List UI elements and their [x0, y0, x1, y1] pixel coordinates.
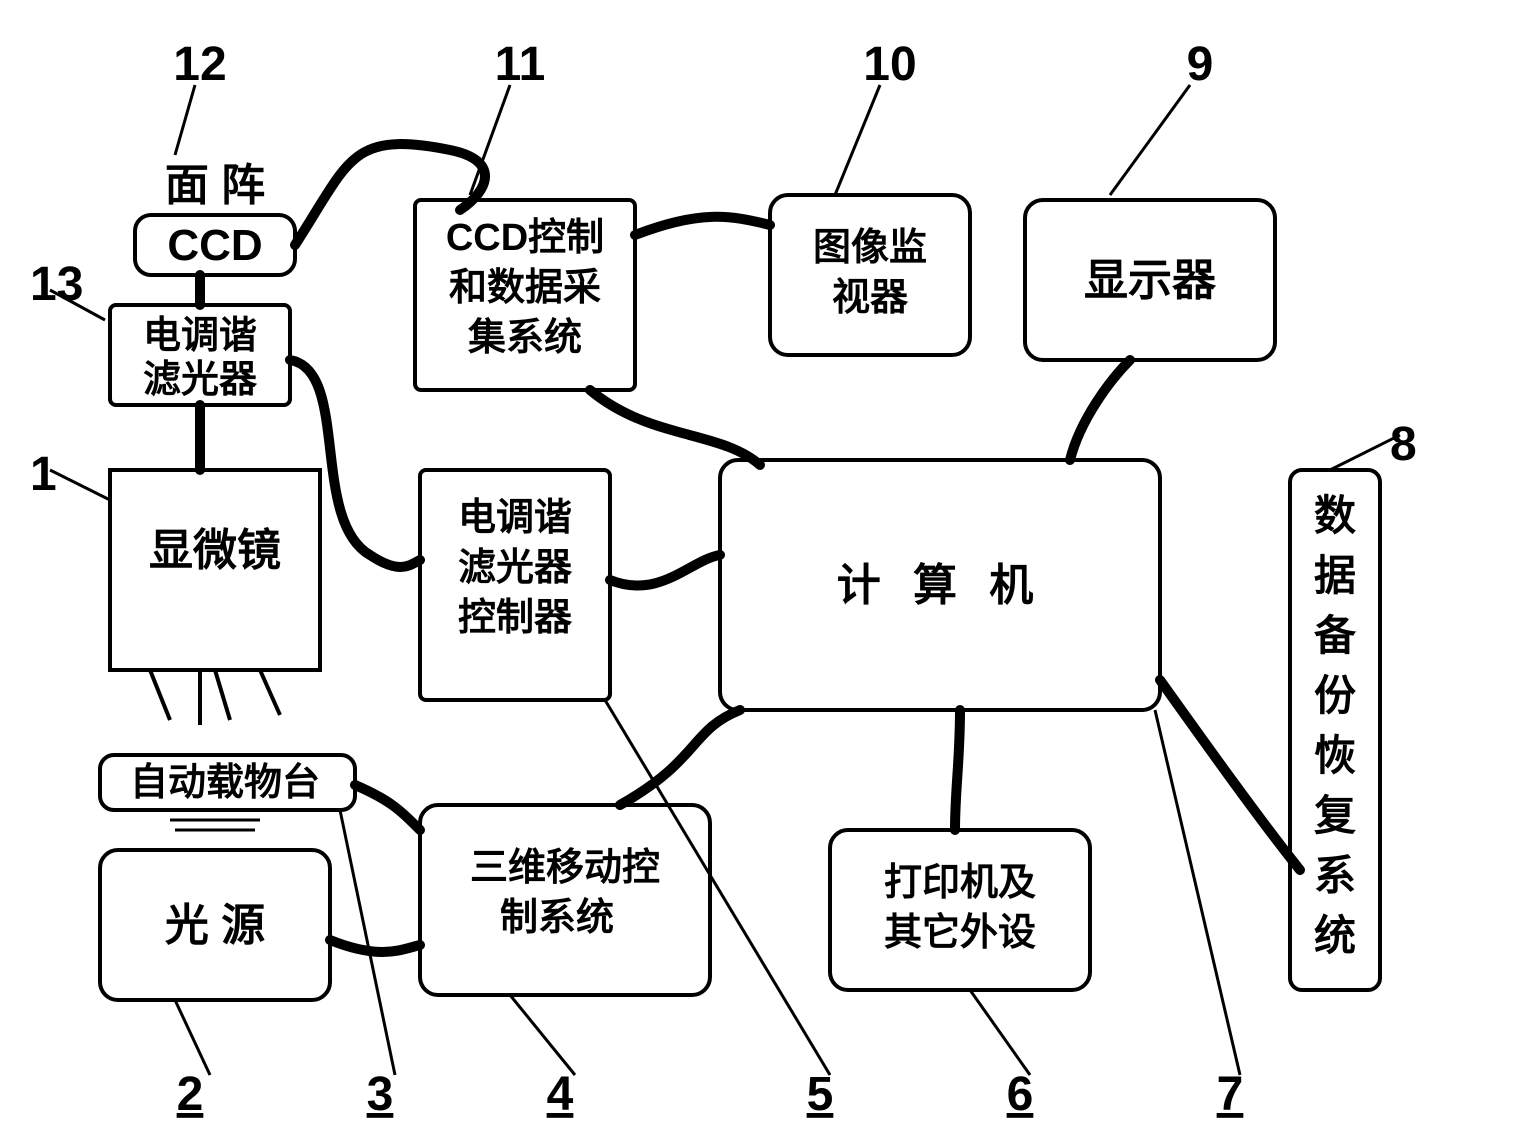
backup-c4: 恢	[1314, 732, 1356, 779]
refnum-13: 13	[30, 258, 83, 311]
refnum-8: 8	[1390, 418, 1417, 471]
image-monitor-box	[770, 195, 970, 355]
ccd-ctrl-l2: 和数据采	[449, 267, 601, 309]
backup-c2: 备	[1314, 612, 1357, 659]
backup-c5: 复	[1314, 792, 1356, 839]
connector-computer-to-display	[1070, 360, 1130, 460]
leader-9	[1110, 85, 1190, 195]
ccd-label: CCD	[167, 221, 262, 270]
refnum-10: 10	[863, 38, 916, 91]
connector-filter-to-filterctrl	[290, 360, 420, 567]
connector-light-to-3d	[330, 940, 420, 952]
refnum-12: 12	[173, 38, 226, 91]
connector-stage-to-3d	[355, 785, 420, 830]
light-source-label: 光 源	[165, 901, 265, 950]
refnum-6: 6	[1007, 1068, 1034, 1121]
leader-12	[175, 85, 195, 155]
tunable-filter-l2: 滤光器	[143, 359, 258, 401]
refnum-2: 2	[177, 1068, 204, 1121]
printer-box	[830, 830, 1090, 990]
connector-computer-to-backup	[1160, 680, 1300, 870]
display-label: 显示器	[1084, 256, 1217, 305]
connector-ccdctrl-to-monitor	[635, 217, 770, 235]
filter-ctrl-l3: 控制器	[458, 597, 573, 639]
computer-label: 计 算 机	[837, 561, 1043, 610]
refnum-5: 5	[807, 1068, 834, 1121]
ccd-ctrl-l1: CCD控制	[446, 217, 604, 259]
filter-ctrl-l1: 电调谐	[458, 497, 572, 539]
image-monitor-l2: 视器	[832, 277, 909, 319]
filter-ctrl-l2: 滤光器	[458, 547, 573, 589]
image-monitor-l1: 图像监	[813, 227, 927, 269]
microscope-legs	[150, 670, 280, 725]
backup-c6: 系	[1314, 852, 1356, 899]
leader-10	[835, 85, 880, 195]
printer-l2: 其它外设	[884, 912, 1036, 954]
backup-c3: 份	[1314, 672, 1356, 719]
diagram-canvas: 面 阵 CCD 电调谐 滤光器 显微镜 自动载物台 光 源 CCD控制 和数据采…	[0, 0, 1534, 1147]
refnum-4: 4	[547, 1068, 574, 1121]
backup-c1: 据	[1314, 552, 1356, 599]
refnum-11: 11	[495, 38, 546, 91]
printer-l1: 打印机及	[884, 862, 1036, 904]
leader-2	[175, 1000, 210, 1075]
refnum-9: 9	[1187, 38, 1214, 91]
leader-11	[470, 85, 510, 195]
backup-label-group: 数 据 备 份 恢 复 系 统	[1314, 492, 1357, 959]
connector-computer-to-printer	[955, 710, 960, 830]
leader-7	[1155, 710, 1240, 1075]
ccd-ctrl-l3: 集系统	[467, 317, 582, 359]
refnum-3: 3	[367, 1068, 394, 1121]
auto-stage-label: 自动载物台	[130, 762, 320, 804]
backup-c7: 统	[1314, 912, 1356, 959]
tunable-filter-l1: 电调谐	[143, 315, 257, 357]
refnum-1: 1	[30, 448, 57, 501]
leader-4	[510, 995, 575, 1075]
3d-motion-l2: 制系统	[500, 897, 614, 939]
ccd-above-label: 面 阵	[165, 161, 265, 210]
connector-ccdctrl-to-computer	[590, 390, 760, 465]
leader-6	[970, 990, 1030, 1075]
connector-filterctrl-to-computer	[610, 555, 720, 586]
refnum-7: 7	[1217, 1068, 1244, 1121]
backup-c0: 数	[1314, 492, 1356, 539]
leader-1	[50, 470, 110, 500]
stage-ticks	[170, 820, 260, 830]
microscope-label: 显微镜	[149, 526, 281, 575]
3d-motion-l1: 三维移动控	[470, 847, 660, 889]
